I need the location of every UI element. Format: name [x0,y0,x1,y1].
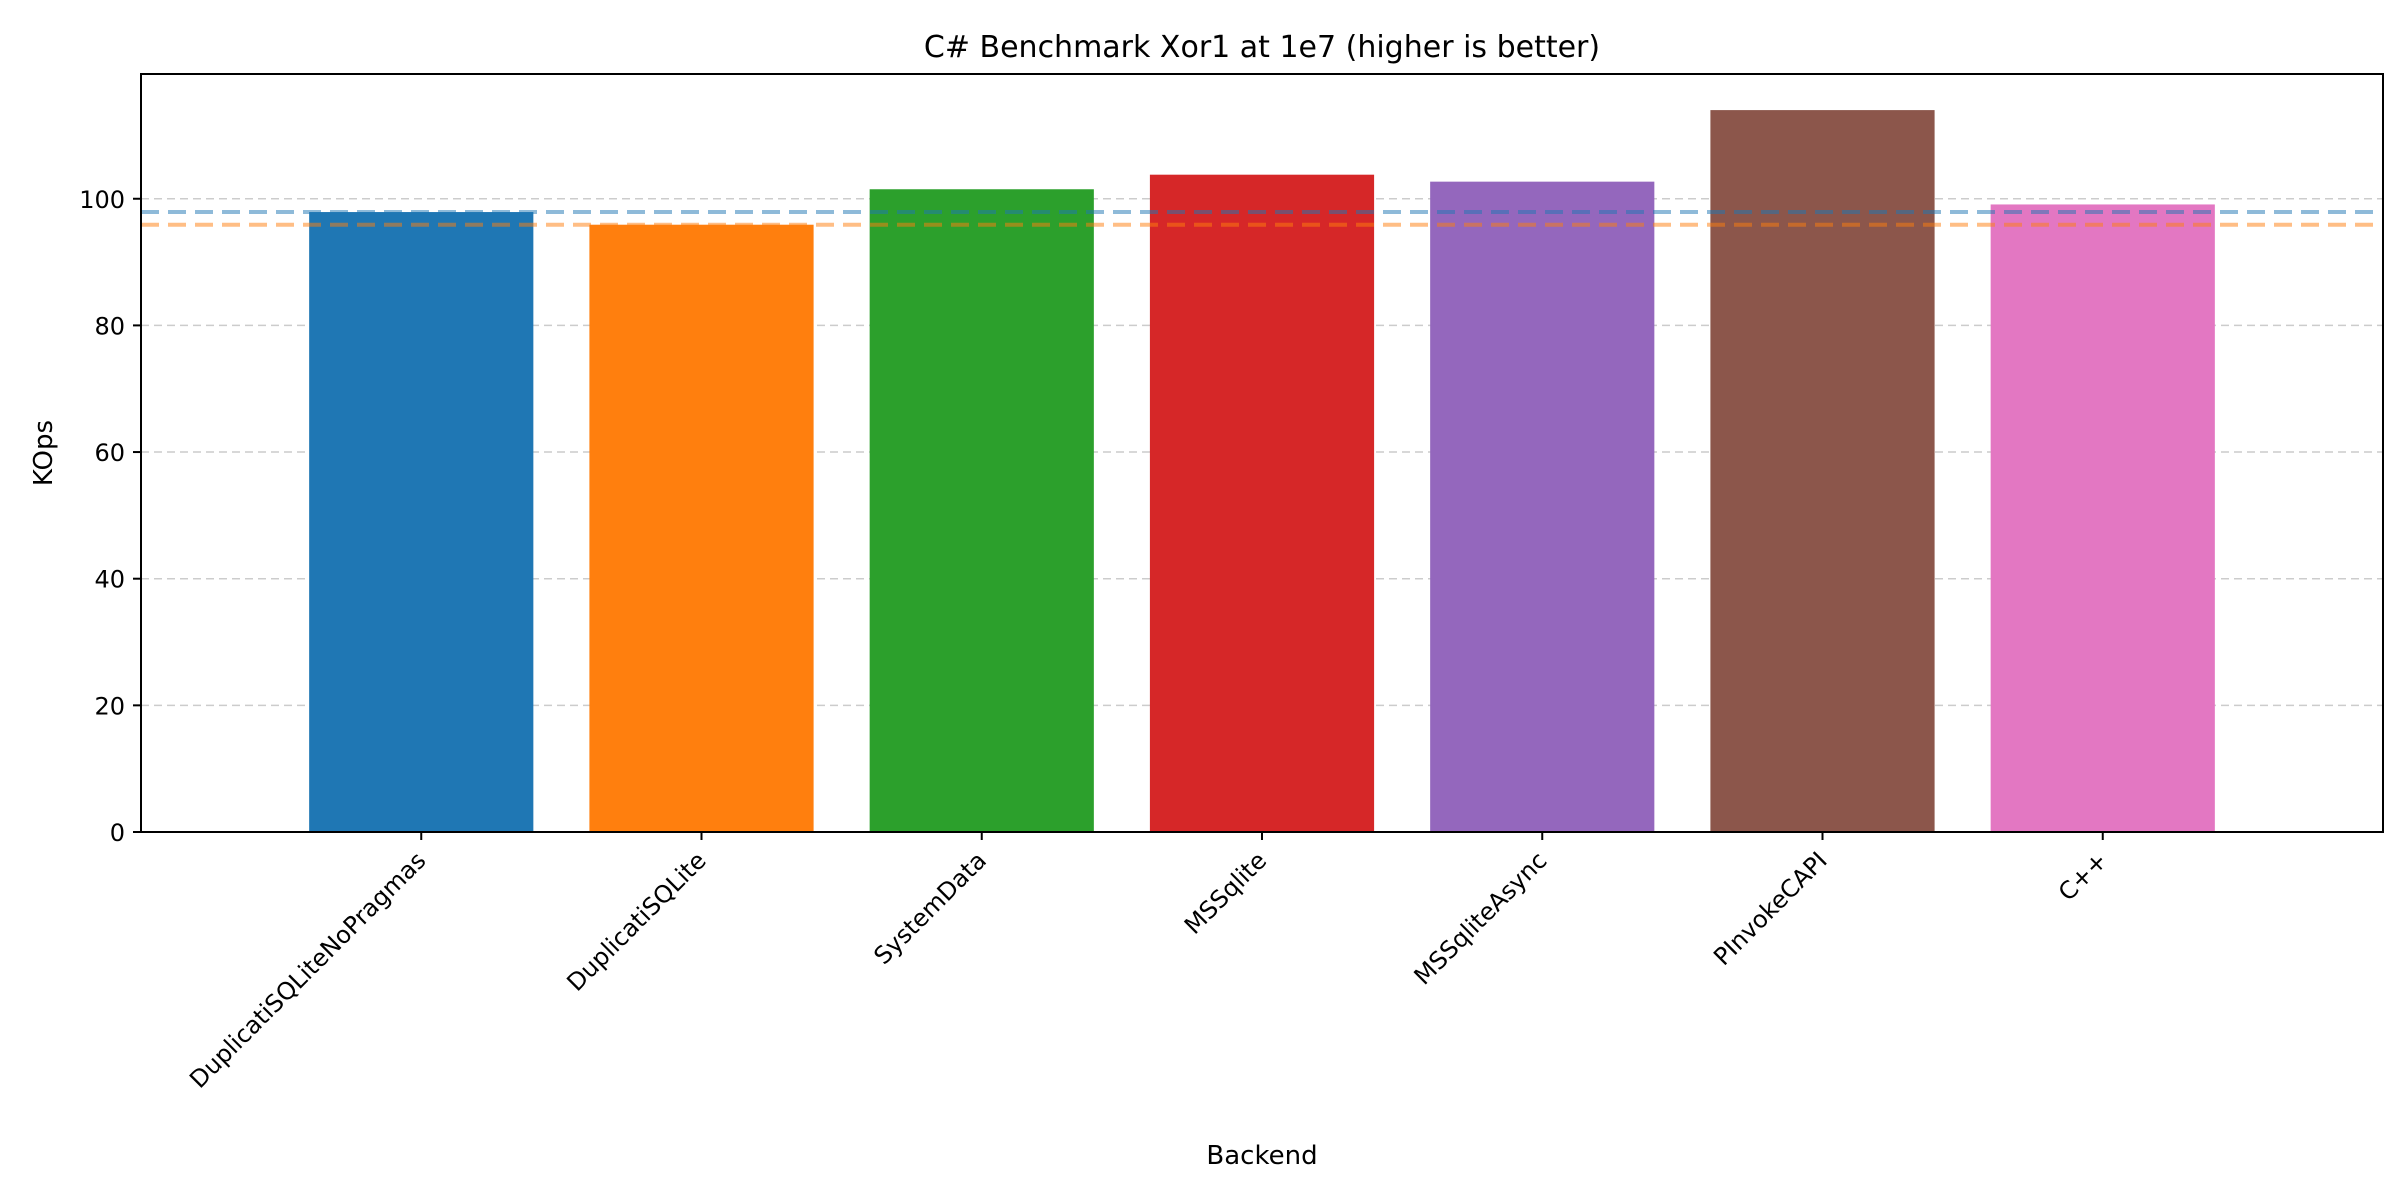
bar-systemdata [869,189,1094,832]
y-axis-label: KOps [29,420,59,486]
y-tick-label: 0 [110,819,125,847]
x-axis-ticks: DuplicatiSQLiteNoPragmas DuplicatiSQLite S… [184,832,2113,1094]
bar-pinvokecapi [1710,110,1935,833]
bars [309,110,2215,833]
x-tick-label: C++ [2053,846,2113,906]
bar-mssqlite [1149,174,1375,833]
x-tick-label: DuplicatiSQLite [561,846,711,996]
x-tick-label: MSSqlite [1179,846,1272,939]
bar-mssqliteasync [1430,181,1655,832]
y-tick-label: 100 [79,186,125,214]
bar-duplicatisqlitenopragmas [309,212,534,832]
reference-lines [141,210,2383,227]
chart-title: C# Benchmark Xor1 at 1e7 (higher is bett… [924,30,1600,65]
y-tick-label: 60 [94,439,125,467]
bar-c- [1990,204,2215,832]
y-tick-label: 80 [94,312,125,340]
y-tick-label: 40 [94,566,125,594]
x-tick-label: SystemData [868,846,992,970]
x-axis-label: Backend [1206,1141,1317,1171]
x-tick-label: PInvokeCAPI [1708,846,1833,971]
x-tick-label: MSSqliteAsync [1409,846,1553,990]
y-axis-ticks: 0 20 40 60 80 100 [79,186,141,847]
y-tick-label: 20 [94,692,125,720]
x-tick-label: DuplicatiSQLiteNoPragmas [184,846,431,1093]
bar-duplicatisqlite [589,224,814,833]
